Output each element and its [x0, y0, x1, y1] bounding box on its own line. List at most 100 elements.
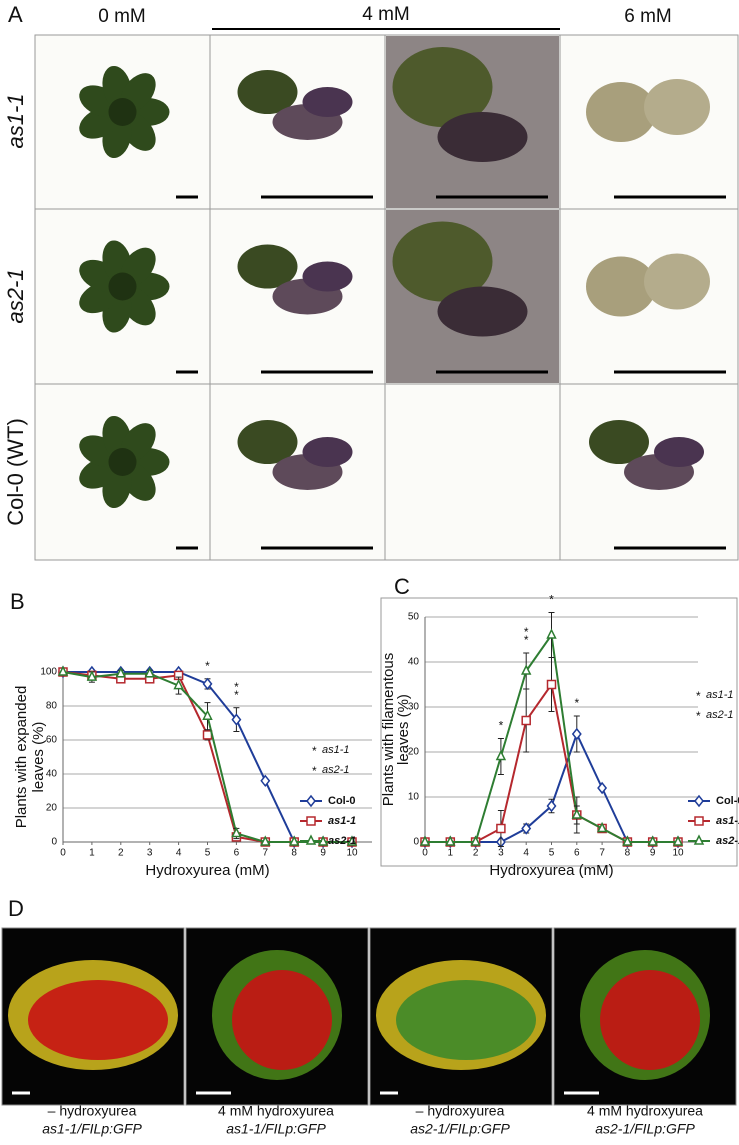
- y-tick-label: 0: [413, 837, 419, 848]
- photo-grid: [34, 34, 739, 561]
- marker: [470, 835, 481, 846]
- x-tick-label: 3: [147, 848, 153, 859]
- marker: [496, 823, 506, 834]
- marker: [546, 628, 557, 639]
- caption: as2-1/FILp:GFP: [595, 1121, 695, 1137]
- marker: [693, 834, 705, 845]
- y-tick-label: 20: [408, 747, 420, 758]
- marker: [231, 826, 242, 838]
- x-tick-label: 2: [473, 848, 479, 859]
- legend-label: as1-1: [322, 744, 350, 756]
- x-tick-label: 1: [448, 848, 454, 859]
- caption: as1-1/FILp:GFP: [226, 1121, 326, 1137]
- x-tick-label: 5: [205, 848, 211, 859]
- marker: [521, 822, 532, 835]
- caption: as2-1/FILp:GFP: [410, 1121, 510, 1137]
- x-tick-label: 0: [60, 848, 66, 859]
- rosette-center: [108, 98, 137, 126]
- legend-asterisk: *: [312, 744, 317, 758]
- marker: [647, 835, 658, 846]
- tissue: [28, 980, 168, 1060]
- y-axis-title: leaves (%): [395, 694, 412, 765]
- leaf: [302, 87, 353, 117]
- x-tick-label: 9: [650, 848, 656, 859]
- y-tick-label: 50: [408, 612, 420, 623]
- tissue: [392, 47, 493, 127]
- cotyledon: [644, 253, 710, 310]
- marker: [597, 781, 608, 795]
- legend-label: as2-1: [716, 835, 739, 847]
- marker: [520, 664, 532, 675]
- tissue: [437, 286, 528, 337]
- series-line: [425, 731, 678, 843]
- marker: [305, 834, 317, 845]
- panel-label: B: [10, 589, 25, 614]
- leaf: [302, 261, 353, 292]
- leaf: [302, 437, 353, 467]
- significance-mark: *: [524, 625, 529, 639]
- x-axis-title: Hydroxyurea (mM): [145, 862, 269, 879]
- marker: [571, 808, 583, 819]
- marker: [495, 749, 507, 761]
- leaf: [237, 244, 298, 289]
- legend-asterisk: *: [312, 764, 317, 778]
- y-tick-label: 80: [46, 701, 58, 712]
- y-tick-label: 0: [51, 837, 57, 848]
- marker: [202, 709, 213, 720]
- y-axis-title: Plants with expanded: [13, 686, 30, 829]
- rosette-center: [108, 272, 137, 301]
- marker: [86, 670, 98, 681]
- marker: [260, 774, 271, 788]
- caption: – hydroxyurea: [48, 1103, 137, 1119]
- marker: [260, 835, 271, 846]
- marker: [694, 794, 704, 808]
- column-header: 0 mM: [98, 6, 146, 27]
- cotyledon: [644, 79, 710, 135]
- marker: [546, 679, 557, 690]
- marker: [346, 835, 358, 846]
- y-tick-label: 100: [40, 667, 57, 678]
- marker: [202, 730, 213, 740]
- photo-frame: [384, 383, 561, 561]
- marker: [306, 816, 316, 826]
- rosette-center: [108, 448, 137, 476]
- marker: [672, 835, 684, 846]
- caption: 4 mM hydroxyurea: [218, 1103, 334, 1119]
- tissue: [392, 221, 493, 302]
- significance-mark: *: [234, 680, 239, 694]
- marker: [231, 713, 242, 726]
- y-axis-title: Plants with filamentous: [380, 653, 397, 806]
- leaf: [237, 70, 298, 114]
- column-header: 6 mM: [624, 6, 672, 27]
- significance-mark: *: [549, 593, 554, 607]
- legend-label: as1-1: [716, 815, 739, 827]
- legend-label: as2-1: [706, 709, 734, 721]
- significance-mark: *: [574, 696, 579, 710]
- legend-asterisk: *: [696, 689, 701, 703]
- marker: [521, 715, 531, 726]
- x-tick-label: 6: [574, 848, 580, 859]
- marker: [571, 727, 582, 741]
- significance-mark: *: [499, 719, 504, 733]
- x-tick-label: 7: [599, 848, 605, 859]
- tissue: [437, 112, 528, 162]
- marker: [288, 835, 300, 846]
- cotyledon: [586, 82, 656, 142]
- y-tick-label: 60: [46, 735, 58, 746]
- x-tick-label: 4: [523, 848, 529, 859]
- x-tick-label: 0: [422, 848, 428, 859]
- panel-label: A: [8, 2, 23, 27]
- x-tick-label: 2: [118, 848, 124, 859]
- caption: as1-1/FILp:GFP: [42, 1121, 142, 1137]
- leaf: [237, 420, 298, 464]
- caption: – hydroxyurea: [416, 1103, 505, 1119]
- tissue: [396, 980, 536, 1060]
- caption: 4 mM hydroxyurea: [587, 1103, 703, 1119]
- x-tick-label: 8: [625, 848, 631, 859]
- row-label: Col-0 (WT): [3, 418, 28, 526]
- y-tick-label: 10: [408, 792, 420, 803]
- marker: [202, 677, 213, 691]
- marker: [622, 835, 633, 846]
- tissue: [600, 970, 700, 1070]
